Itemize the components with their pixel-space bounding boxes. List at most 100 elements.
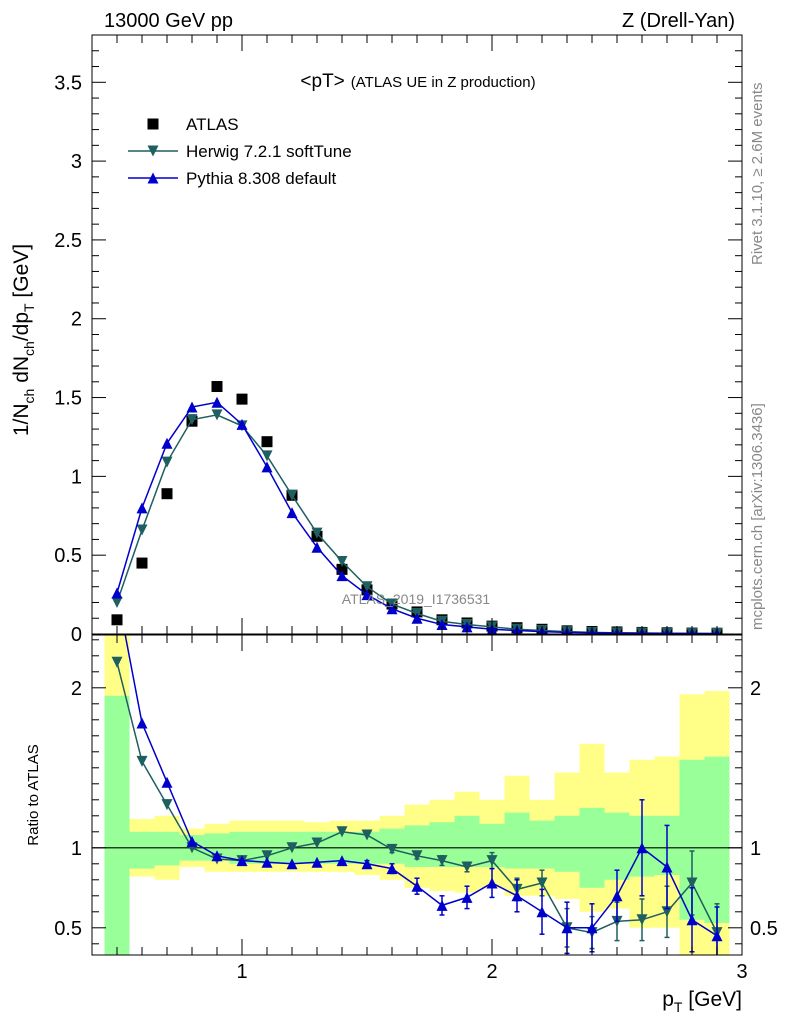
data-point: [161, 488, 173, 500]
data-point: [161, 437, 173, 449]
band-inner-bin: [104, 695, 130, 955]
legend-label: Pythia 8.308 default: [186, 169, 337, 188]
data-point: [211, 409, 223, 421]
watermark: ATLAS_2019_I1736531: [342, 591, 491, 607]
ratio-point: [111, 656, 123, 668]
band-inner-bin: [504, 812, 530, 869]
band-inner-bin: [604, 812, 630, 880]
uncertainty-band-outer: [104, 635, 730, 955]
legend-item: ATLAS: [147, 115, 239, 134]
data-point: [286, 489, 298, 501]
ratio-point: [486, 877, 498, 889]
ratio-point: [286, 842, 298, 854]
legend-item: Herwig 7.2.1 softTune: [128, 142, 352, 161]
ratio-y-tick-label-right: 2: [750, 678, 761, 700]
ratio-point: [661, 861, 673, 873]
ratio-point: [536, 877, 548, 889]
ratio-point: [611, 890, 623, 902]
y-label-part-4: /dp: [10, 312, 33, 341]
data-point: [236, 393, 248, 405]
y-tick-label: 1: [71, 466, 82, 488]
svg-text:<pT>(ATLAS UE in Z production): <pT> (ATLAS UE in Z production): [300, 71, 535, 92]
ratio-point: [336, 826, 348, 838]
data-point: [111, 614, 123, 626]
ratio-y-tick-label: 2: [71, 678, 82, 700]
data-point: [111, 587, 123, 599]
legend-label: Herwig 7.2.1 softTune: [186, 142, 352, 161]
y-tick-label: 2: [71, 309, 82, 331]
ratio-point: [561, 922, 573, 934]
ratio-y-tick-label: 0.5: [54, 918, 82, 940]
ratio-point: [636, 842, 648, 854]
x-label-part-1: T: [674, 999, 683, 1015]
main-panel: 0 0.5 1 1.5 2 2.5 3 3.5 ATLAS_2019_I1736531 <pT…: [10, 34, 743, 646]
data-point: [361, 589, 373, 601]
data-point: [386, 603, 398, 615]
y-tick-label: 2.5: [54, 230, 82, 252]
data-point: [336, 570, 348, 582]
ratio-point: [136, 755, 148, 767]
ratio-point: [511, 890, 523, 902]
x-tick-label: 2: [486, 961, 497, 983]
data-point: [336, 555, 348, 567]
data-point: [261, 450, 273, 462]
ratio-point: [486, 855, 498, 867]
legend-marker: [147, 118, 159, 130]
y-label-part-2: dN: [10, 356, 33, 389]
ratio-point: [636, 914, 648, 926]
data-point: [236, 418, 248, 430]
ratio-point: [136, 717, 148, 729]
ratio-point: [711, 930, 723, 942]
legend-label: ATLAS: [186, 115, 239, 134]
ratio-panel: 0.5 0.5 1 1 2 2 1 2 3 Ratio to ATLAS pT [GeV]: [25, 634, 778, 1015]
y-tick-label: 3.5: [54, 72, 82, 94]
ratio-y-tick-label: 1: [71, 838, 82, 860]
y-tick-label: 0.5: [54, 545, 82, 567]
ratio-point: [311, 837, 323, 849]
mcplots-label: mcplots.cern.ch [arXiv:1306.3436]: [749, 403, 766, 630]
ratio-point: [211, 850, 223, 862]
ratio-point: [261, 856, 273, 868]
band-inner-bin: [129, 831, 155, 869]
ratio-point: [261, 850, 273, 862]
data-point: [311, 541, 323, 553]
header-left: 13000 GeV pp: [104, 10, 233, 32]
ratio-y-tick-label-right: 1: [750, 838, 761, 860]
plot-title: <pT> (ATLAS UE in Z production): [300, 71, 535, 92]
ratio-point: [686, 877, 698, 889]
y-tick-label: 0: [71, 624, 82, 646]
ratio-point: [461, 861, 473, 873]
legend-item: Pythia 8.308 default: [128, 169, 337, 188]
plot-title-main: <pT>: [300, 71, 344, 92]
y-label-part-3: ch: [21, 341, 37, 356]
data-point: [286, 507, 298, 519]
ratio-y-label: Ratio to ATLAS: [25, 744, 42, 845]
data-point: [261, 436, 273, 448]
data-point: [411, 612, 423, 624]
data-point: [186, 401, 198, 413]
plot-title-sub: (ATLAS UE in Z production): [351, 74, 536, 91]
data-point: [211, 396, 223, 408]
ratio-point: [311, 856, 323, 868]
ratio-point: [361, 858, 373, 870]
ratio-point: [436, 899, 448, 911]
ratio-point: [586, 922, 598, 934]
ratio-point: [236, 855, 248, 867]
legend-marker: [147, 172, 159, 184]
y-label-part-0: 1/N: [10, 403, 33, 436]
band-inner-bin: [454, 815, 480, 867]
y-tick-label: 3: [71, 151, 82, 173]
data-point: [361, 581, 373, 593]
x-axis-label: pT [GeV]: [662, 988, 742, 1015]
data-point: [111, 596, 123, 608]
ratio-point: [661, 906, 673, 918]
y-axis-label: 1/Nch dNch/dpT [GeV]: [10, 244, 37, 436]
band-inner-bin: [704, 756, 730, 923]
ratio-point: [411, 850, 423, 862]
rivet-label: Rivet 3.1.10, ≥ 2.6M events: [749, 83, 766, 266]
y-tick-label: 1.5: [54, 388, 82, 410]
ratio-point: [336, 855, 348, 867]
header-right: Z (Drell-Yan): [622, 10, 735, 32]
y-label-part-5: T: [21, 303, 37, 312]
